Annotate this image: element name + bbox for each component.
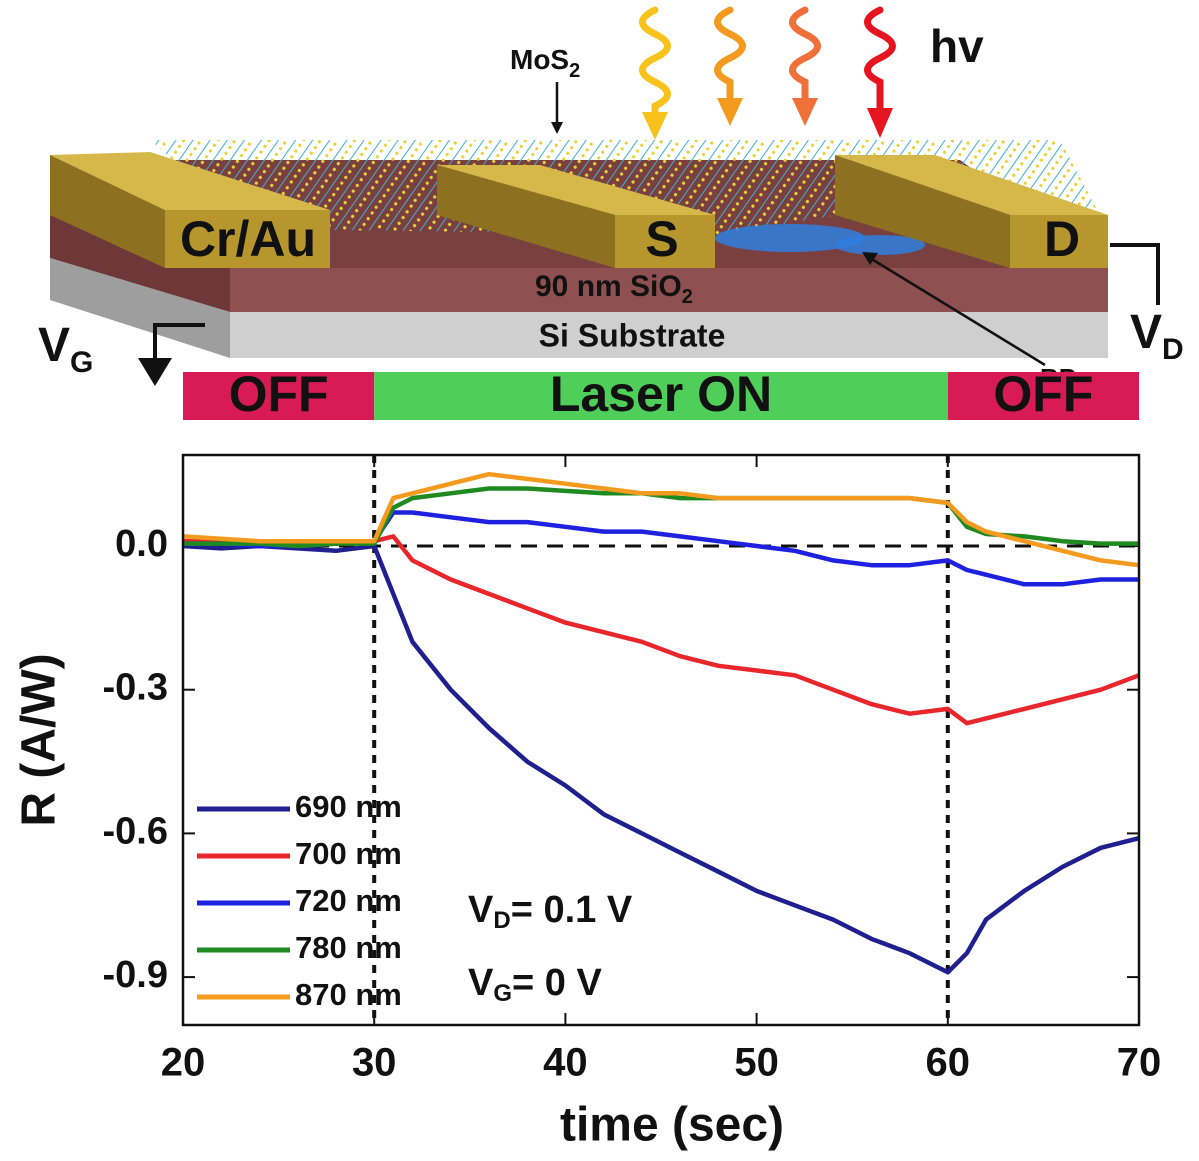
legend-label: 870 nm <box>295 977 402 1012</box>
x-axis-title: time (sec) <box>560 1099 784 1152</box>
mos2-label: MoS2 <box>510 44 580 82</box>
gate-arrowhead <box>138 358 172 386</box>
electrode-side <box>437 165 615 268</box>
phase-label: OFF <box>993 366 1093 422</box>
electrode-side <box>50 155 165 268</box>
device-schematic: MoS2 hv Cr/Au S D 90 nm SiO2 Si Substrat… <box>38 6 1184 393</box>
series-line <box>183 486 1139 549</box>
legend-label: 780 nm <box>295 930 402 965</box>
oxide-front <box>230 268 1108 312</box>
series-line <box>182 543 1140 975</box>
electrode-top <box>50 152 330 210</box>
electrode-front <box>1010 215 1108 268</box>
phase-label: Laser ON <box>550 366 772 422</box>
gate-voltage-label: VG <box>38 319 93 379</box>
source-label: S <box>645 211 678 267</box>
drain-lead <box>1110 243 1160 305</box>
phase-bar <box>374 372 948 420</box>
y-axis-title: R (A/W) <box>13 653 66 826</box>
light-label: hv <box>930 20 984 72</box>
series-line <box>183 534 1140 726</box>
phase-bar <box>183 372 375 420</box>
gate-lead <box>153 323 205 365</box>
legend-label: 700 nm <box>295 836 402 871</box>
electrode-top <box>835 155 1108 215</box>
y-tick-label: -0.6 <box>103 810 168 852</box>
plot-frame <box>181 453 1141 1027</box>
electrode-top <box>437 165 715 215</box>
substrate-side <box>50 258 230 358</box>
light-waves <box>639 6 896 140</box>
bp-flake <box>715 224 925 255</box>
electrode-side <box>835 155 1010 268</box>
annotation: VG= 0 V <box>468 962 602 1007</box>
phase-label: OFF <box>229 366 329 422</box>
legend-label: 690 nm <box>295 789 402 824</box>
electrode-front <box>615 215 715 268</box>
bp-arrowhead <box>862 252 878 265</box>
x-tick-label: 70 <box>1117 1041 1162 1085</box>
x-tick-label: 40 <box>543 1041 588 1085</box>
substrate-label: Si Substrate <box>539 317 726 353</box>
y-tick-label: 0.0 <box>115 523 168 565</box>
x-tick-label: 20 <box>161 1041 206 1085</box>
electrode-front <box>165 210 330 268</box>
x-tick-label: 50 <box>734 1041 779 1085</box>
x-tick-label: 60 <box>926 1041 971 1085</box>
legend-label: 720 nm <box>295 883 402 918</box>
drain-label: D <box>1044 211 1080 267</box>
substrate-front <box>230 312 1108 358</box>
phase-bar <box>947 372 1139 420</box>
annotation: VD= 0.1 V <box>468 889 633 934</box>
series-line <box>182 471 1140 568</box>
y-tick-label: -0.9 <box>103 954 168 996</box>
chart: time (sec) R (A/W) OFF Laser ON OFF 20 30 40 5… <box>13 366 1162 1151</box>
drain-voltage-label: VD <box>1130 306 1184 366</box>
electrode-label: Cr/Au <box>180 211 316 267</box>
mos2-arrowhead <box>551 122 563 134</box>
oxide-label: 90 nm SiO2 <box>535 270 693 308</box>
oxide-side <box>50 215 230 312</box>
y-tick-label: -0.3 <box>103 667 168 709</box>
x-tick-label: 30 <box>352 1041 397 1085</box>
bp-arrow <box>869 256 1046 367</box>
